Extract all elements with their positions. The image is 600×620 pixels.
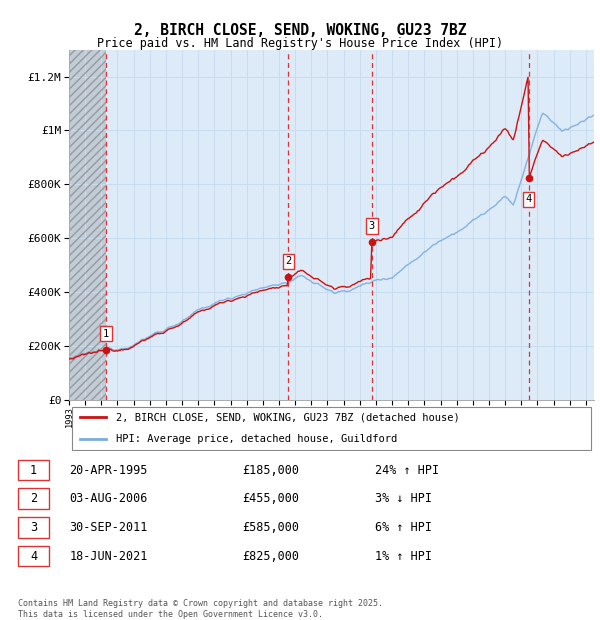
Text: 2, BIRCH CLOSE, SEND, WOKING, GU23 7BZ: 2, BIRCH CLOSE, SEND, WOKING, GU23 7BZ (134, 23, 466, 38)
Text: 3: 3 (30, 521, 37, 534)
Text: 20-APR-1995: 20-APR-1995 (70, 464, 148, 477)
Text: 3: 3 (369, 221, 375, 231)
Text: 3% ↓ HPI: 3% ↓ HPI (375, 492, 432, 505)
Text: HPI: Average price, detached house, Guildford: HPI: Average price, detached house, Guil… (116, 434, 398, 444)
Text: 1: 1 (103, 329, 109, 339)
Text: 18-JUN-2021: 18-JUN-2021 (70, 549, 148, 562)
Text: 24% ↑ HPI: 24% ↑ HPI (375, 464, 439, 477)
Bar (18, 489, 49, 509)
Text: 2: 2 (285, 256, 292, 266)
Text: £185,000: £185,000 (242, 464, 299, 477)
Bar (18, 546, 49, 567)
Text: 03-AUG-2006: 03-AUG-2006 (70, 492, 148, 505)
Text: Price paid vs. HM Land Registry's House Price Index (HPI): Price paid vs. HM Land Registry's House … (97, 37, 503, 50)
Text: £455,000: £455,000 (242, 492, 299, 505)
Bar (69, 50, 106, 400)
Text: 2: 2 (30, 492, 37, 505)
Text: 1: 1 (30, 464, 37, 477)
Text: £585,000: £585,000 (242, 521, 299, 534)
Text: 4: 4 (30, 549, 37, 562)
Bar (69, 50, 106, 400)
Text: 30-SEP-2011: 30-SEP-2011 (70, 521, 148, 534)
Text: 4: 4 (526, 194, 532, 204)
Bar (18, 517, 49, 538)
Text: 6% ↑ HPI: 6% ↑ HPI (375, 521, 432, 534)
Bar (18, 459, 49, 481)
Text: 1% ↑ HPI: 1% ↑ HPI (375, 549, 432, 562)
Text: 2, BIRCH CLOSE, SEND, WOKING, GU23 7BZ (detached house): 2, BIRCH CLOSE, SEND, WOKING, GU23 7BZ (… (116, 412, 460, 422)
Text: Contains HM Land Registry data © Crown copyright and database right 2025.
This d: Contains HM Land Registry data © Crown c… (18, 600, 383, 619)
Text: £825,000: £825,000 (242, 549, 299, 562)
